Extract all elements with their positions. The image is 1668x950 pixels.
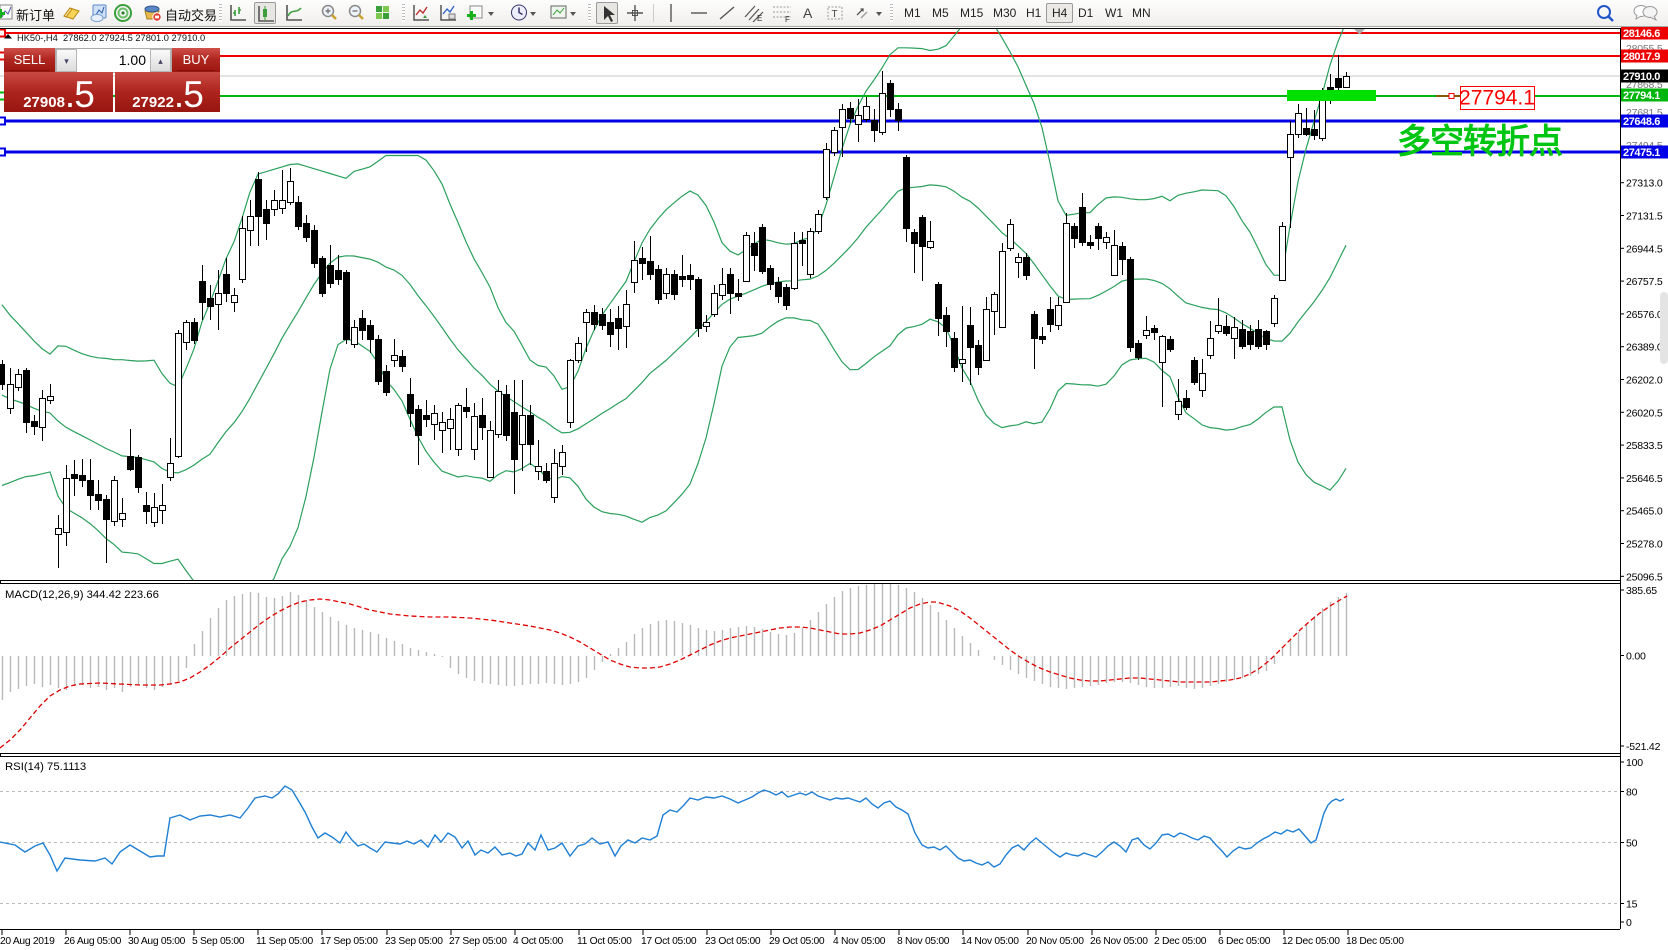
svg-text:26202.0: 26202.0 <box>1626 375 1663 387</box>
svg-text:8 Nov 05:00: 8 Nov 05:00 <box>897 936 950 947</box>
svg-text:25278.0: 25278.0 <box>1626 539 1663 551</box>
svg-text:80: 80 <box>1626 787 1638 799</box>
svg-text:30 Aug 05:00: 30 Aug 05:00 <box>128 936 186 947</box>
svg-text:23 Oct 05:00: 23 Oct 05:00 <box>705 936 761 947</box>
svg-text:14 Nov 05:00: 14 Nov 05:00 <box>961 936 1019 947</box>
svg-text:27475.1: 27475.1 <box>1623 147 1660 159</box>
svg-text:A: A <box>803 5 813 21</box>
svg-text:27 Sep 05:00: 27 Sep 05:00 <box>449 936 507 947</box>
svg-text:RSI(14) 75.1113: RSI(14) 75.1113 <box>5 761 86 773</box>
svg-text:11 Sep 05:00: 11 Sep 05:00 <box>256 936 313 947</box>
svg-text:20 Nov 05:00: 20 Nov 05:00 <box>1026 936 1084 947</box>
svg-text:385.65: 385.65 <box>1626 585 1657 597</box>
svg-text:27313.0: 27313.0 <box>1626 178 1663 190</box>
svg-text:50: 50 <box>1626 838 1638 850</box>
svg-text:27794.1: 27794.1 <box>1623 90 1660 102</box>
svg-text:0.00: 0.00 <box>1626 651 1646 663</box>
svg-text:27131.5: 27131.5 <box>1626 211 1663 223</box>
svg-text:27794.1: 27794.1 <box>1459 87 1535 110</box>
svg-text:15: 15 <box>1626 899 1638 911</box>
svg-text:28146.6: 28146.6 <box>1623 28 1660 40</box>
svg-text:0: 0 <box>1626 917 1632 929</box>
svg-text:18 Dec 05:00: 18 Dec 05:00 <box>1346 936 1404 947</box>
svg-text:2 Dec 05:00: 2 Dec 05:00 <box>1154 936 1207 947</box>
svg-text:23 Sep 05:00: 23 Sep 05:00 <box>385 936 443 947</box>
svg-text:E: E <box>757 14 762 23</box>
svg-text:25833.5: 25833.5 <box>1626 440 1663 452</box>
svg-text:4 Nov 05:00: 4 Nov 05:00 <box>833 936 886 947</box>
svg-text:HK50-,H4 27862.0 27924.5 2780: HK50-,H4 27862.0 27924.5 27801.0 27910.0 <box>17 33 205 43</box>
svg-text:27910.0: 27910.0 <box>1623 71 1660 83</box>
svg-text:29 Oct 05:00: 29 Oct 05:00 <box>769 936 825 947</box>
svg-text:5 Sep 05:00: 5 Sep 05:00 <box>192 936 245 947</box>
svg-text:20 Aug 2019: 20 Aug 2019 <box>0 936 55 947</box>
svg-text:25096.5: 25096.5 <box>1626 571 1663 583</box>
svg-text:12 Dec 05:00: 12 Dec 05:00 <box>1282 936 1340 947</box>
svg-text:17 Sep 05:00: 17 Sep 05:00 <box>320 936 378 947</box>
svg-text:26 Nov 05:00: 26 Nov 05:00 <box>1090 936 1148 947</box>
svg-text:T: T <box>832 9 838 20</box>
svg-text:27648.6: 27648.6 <box>1623 116 1660 128</box>
svg-text:26576.0: 26576.0 <box>1626 309 1663 321</box>
svg-text:11 Oct 05:00: 11 Oct 05:00 <box>577 936 632 947</box>
svg-text:17 Oct 05:00: 17 Oct 05:00 <box>641 936 697 947</box>
svg-text:26389.0: 26389.0 <box>1626 342 1663 354</box>
svg-text:28017.9: 28017.9 <box>1623 51 1660 63</box>
svg-text:26757.5: 26757.5 <box>1626 276 1663 288</box>
svg-text:100: 100 <box>1626 757 1643 769</box>
svg-text:-521.42: -521.42 <box>1626 741 1661 753</box>
svg-text:26 Aug 05:00: 26 Aug 05:00 <box>64 936 122 947</box>
svg-text:25646.5: 25646.5 <box>1626 473 1663 485</box>
svg-text:多空转折点: 多空转折点 <box>1397 123 1563 161</box>
svg-text:6 Dec 05:00: 6 Dec 05:00 <box>1218 936 1271 947</box>
svg-text:25465.0: 25465.0 <box>1626 506 1663 518</box>
svg-text:26020.5: 26020.5 <box>1626 407 1663 419</box>
svg-text:MACD(12,26,9) 344.42 223.66: MACD(12,26,9) 344.42 223.66 <box>5 589 159 601</box>
svg-text:26944.5: 26944.5 <box>1626 243 1663 255</box>
svg-text:4 Oct 05:00: 4 Oct 05:00 <box>513 936 564 947</box>
svg-text:F: F <box>785 15 790 24</box>
